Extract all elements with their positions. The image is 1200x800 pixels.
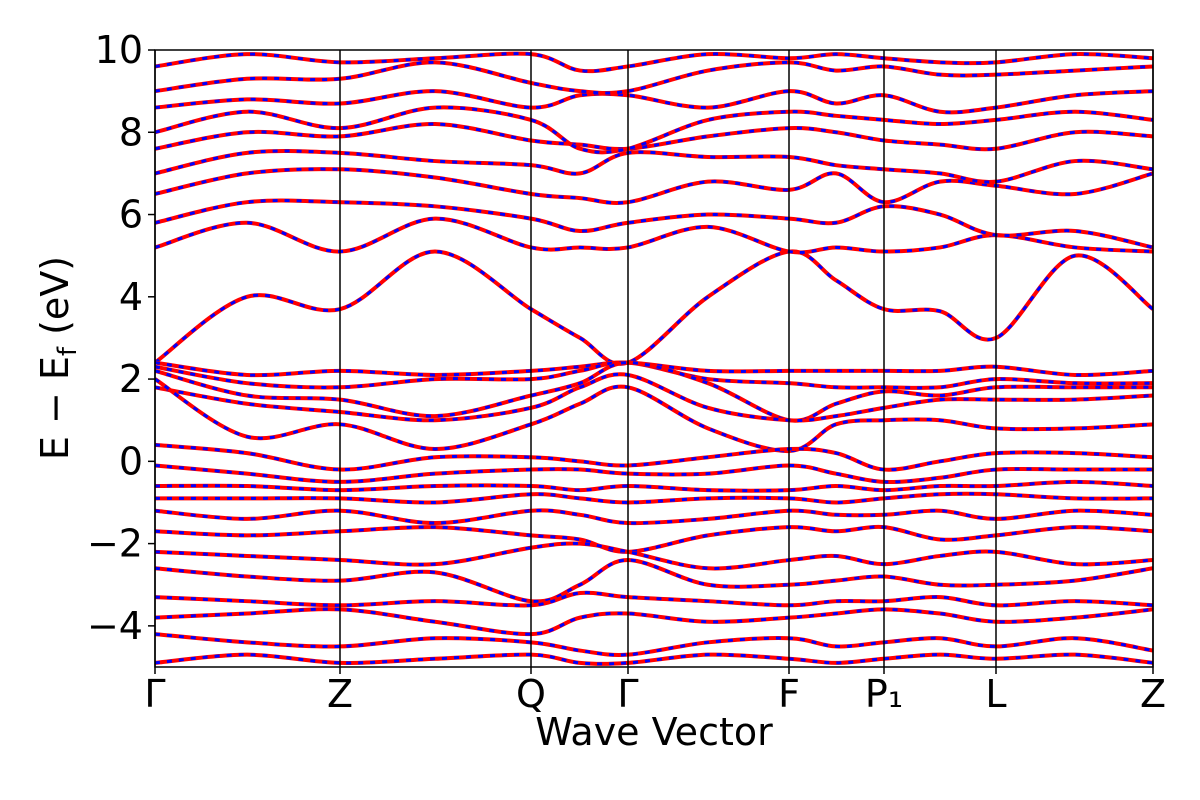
x-axis-label: Wave Vector <box>535 710 773 754</box>
band-line-dashed <box>155 217 1153 254</box>
band-line <box>155 89 1153 115</box>
band-line-dashed <box>155 558 1153 603</box>
band-line <box>155 167 1153 205</box>
band-line-dashed <box>155 372 1153 423</box>
y-tick-label: 4 <box>119 275 143 319</box>
band-line-dashed <box>155 492 1153 505</box>
band-line-dashed <box>155 463 1153 484</box>
band-line-dashed <box>155 89 1153 114</box>
band-line-dashed <box>155 443 1153 472</box>
band-line <box>155 479 1153 493</box>
band-line-dashed <box>155 122 1153 151</box>
band-line-dashed <box>155 167 1153 205</box>
x-tick-label: Γ <box>617 672 638 716</box>
band-line-dashed <box>155 361 1153 423</box>
band-line-dashed <box>155 508 1153 525</box>
x-tick-label: Z <box>1140 672 1166 716</box>
y-tick-label: 0 <box>119 439 143 483</box>
band-line-dashed <box>155 525 1153 554</box>
plot-frame <box>154 49 1154 668</box>
band-line <box>155 60 1153 96</box>
y-axis-label-subscript: f <box>53 346 83 356</box>
band-line <box>155 524 1153 554</box>
y-axis-label-part: E − E <box>33 356 77 460</box>
y-axis-label: E − Ef (eV) <box>33 256 83 460</box>
x-tick-label: F <box>778 672 800 716</box>
band-line-dashed <box>155 607 1153 636</box>
band-line <box>155 442 1153 472</box>
x-tick-label: L <box>985 672 1006 716</box>
bands <box>155 51 1153 666</box>
band-line <box>155 491 1153 505</box>
y-tick-label: 2 <box>119 357 143 401</box>
y-tick-label: −4 <box>87 604 143 648</box>
y-tick-label: 10 <box>95 28 143 72</box>
band-line-dashed <box>155 377 1153 453</box>
band-line-dashed <box>155 60 1153 95</box>
band-line <box>155 652 1153 666</box>
y-tick-label: −2 <box>87 522 143 566</box>
y-tick-label: 6 <box>119 193 143 237</box>
band-line-dashed <box>155 105 1153 154</box>
band-line <box>155 377 1153 454</box>
band-line <box>155 590 1153 608</box>
x-tick-label: P₁ <box>865 672 903 716</box>
axes: Γ Z Q Γ F P₁ L Z −4 −2 0 2 4 6 8 10 <box>87 28 1166 716</box>
band-line-dashed <box>155 149 1153 184</box>
band-line-dashed <box>155 361 1153 377</box>
band-line <box>155 632 1153 657</box>
x-tick-label: Z <box>327 672 353 716</box>
y-axis-label-part: (eV) <box>33 256 77 347</box>
band-line-dashed <box>155 541 1153 570</box>
x-tick-label: Γ <box>144 672 165 716</box>
band-line <box>155 558 1153 604</box>
y-tick-label: 8 <box>119 110 143 154</box>
band-line-dashed <box>155 199 1153 249</box>
x-tick-label: Q <box>516 672 546 716</box>
band-line-dashed <box>155 250 1153 366</box>
band-line <box>155 508 1153 526</box>
band-line-dashed <box>155 653 1153 666</box>
band-line-dashed <box>155 591 1153 608</box>
band-line-dashed <box>155 52 1153 73</box>
band-line <box>155 148 1153 184</box>
